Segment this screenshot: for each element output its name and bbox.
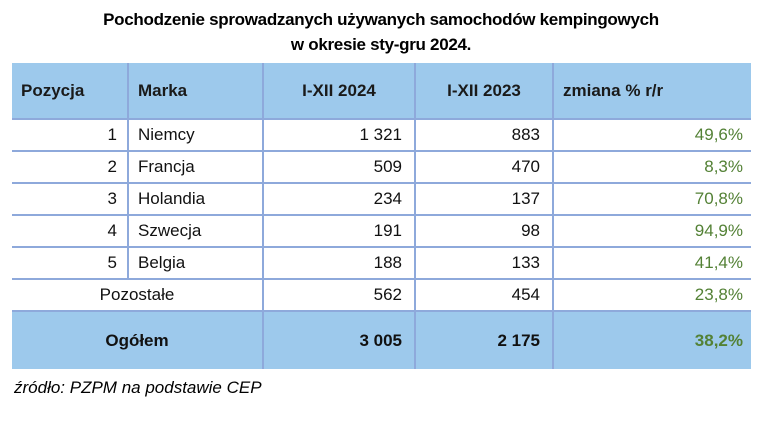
header-2024: I-XII 2024 — [263, 63, 416, 120]
cell-name: Niemcy — [128, 119, 264, 152]
source-note: źródło: PZPM na podstawie CEP — [14, 378, 262, 397]
header-2023: I-XII 2023 — [415, 63, 554, 120]
cell-change: 94,9% — [553, 215, 751, 248]
cell-2024: 188 — [263, 247, 416, 280]
cell-2023: 454 — [415, 279, 554, 312]
header-change: zmiana % r/r — [553, 63, 751, 120]
cell-name: Holandia — [128, 183, 264, 216]
cell-2024: 509 — [263, 151, 416, 184]
table-title-line2: w okresie sty-gru 2024. — [290, 35, 472, 54]
table-row-total: Ogółem 3 005 2 175 38,2% — [12, 311, 751, 369]
header-pozycja: Pozycja — [12, 63, 129, 120]
cell-pos: 1 — [12, 119, 129, 152]
cell-pos: 2 — [12, 151, 129, 184]
table-row-francja: 2 Francja 509 470 8,3% — [12, 151, 751, 184]
table-row-pozostale: Pozostałe 562 454 23,8% — [12, 279, 751, 312]
cell-pos: 3 — [12, 183, 129, 216]
cell-change: 8,3% — [553, 151, 751, 184]
table-row-niemcy: 1 Niemcy 1 321 883 49,6% — [12, 119, 751, 152]
cell-2023: 98 — [415, 215, 554, 248]
header-marka: Marka — [128, 63, 264, 120]
cell-total-2023: 2 175 — [415, 311, 554, 369]
cell-change: 70,8% — [553, 183, 751, 216]
cell-change: 41,4% — [553, 247, 751, 280]
cell-change: 23,8% — [553, 279, 751, 312]
cell-name: Francja — [128, 151, 264, 184]
table-row-belgia: 5 Belgia 188 133 41,4% — [12, 247, 751, 280]
cell-total-change: 38,2% — [553, 311, 751, 369]
cell-pos: 4 — [12, 215, 129, 248]
cell-total-2024: 3 005 — [263, 311, 416, 369]
cell-2023: 133 — [415, 247, 554, 280]
cell-2023: 137 — [415, 183, 554, 216]
table-header-row: Pozycja Marka I-XII 2024 I-XII 2023 zmia… — [12, 63, 751, 120]
cell-2023: 883 — [415, 119, 554, 152]
table-row-holandia: 3 Holandia 234 137 70,8% — [12, 183, 751, 216]
cell-name: Szwecja — [128, 215, 264, 248]
cell-2024: 562 — [263, 279, 416, 312]
cell-2023: 470 — [415, 151, 554, 184]
table-title-line1: Pochodzenie sprowadzanych używanych samo… — [103, 10, 659, 29]
cell-name: Belgia — [128, 247, 264, 280]
import-origin-table: Pozycja Marka I-XII 2024 I-XII 2023 zmia… — [12, 63, 751, 369]
cell-change: 49,6% — [553, 119, 751, 152]
cell-2024: 234 — [263, 183, 416, 216]
table-row-szwecja: 4 Szwecja 191 98 94,9% — [12, 215, 751, 248]
cell-pos: 5 — [12, 247, 129, 280]
cell-2024: 191 — [263, 215, 416, 248]
cell-total-label: Ogółem — [12, 311, 264, 369]
table-title: Pochodzenie sprowadzanych używanych samo… — [0, 0, 762, 57]
cell-other-label: Pozostałe — [12, 279, 264, 312]
cell-2024: 1 321 — [263, 119, 416, 152]
